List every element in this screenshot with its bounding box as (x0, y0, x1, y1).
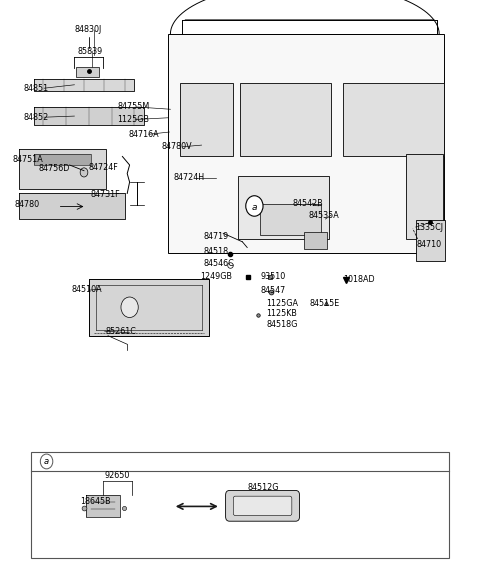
FancyBboxPatch shape (260, 204, 321, 235)
FancyBboxPatch shape (180, 83, 233, 156)
Polygon shape (19, 193, 125, 219)
FancyBboxPatch shape (31, 452, 449, 558)
Polygon shape (34, 79, 134, 91)
Text: 85839: 85839 (78, 47, 103, 56)
Circle shape (246, 196, 263, 216)
Text: 1125GA: 1125GA (266, 299, 299, 308)
Text: 93510: 93510 (261, 272, 286, 281)
Text: 84719: 84719 (204, 232, 229, 241)
Text: 84546C: 84546C (204, 259, 235, 268)
Circle shape (80, 168, 88, 177)
Polygon shape (34, 107, 144, 125)
Text: 84510A: 84510A (72, 284, 103, 294)
Circle shape (40, 454, 53, 469)
Text: 84724F: 84724F (89, 163, 119, 172)
Text: 1125GB: 1125GB (118, 115, 150, 124)
Text: 84535A: 84535A (309, 211, 339, 220)
Text: 84518: 84518 (204, 247, 229, 256)
Text: 84780: 84780 (14, 200, 39, 209)
FancyBboxPatch shape (304, 232, 327, 249)
Text: 84755M: 84755M (118, 102, 150, 112)
Text: 84710: 84710 (417, 240, 442, 249)
Text: 18645B: 18645B (80, 497, 110, 506)
FancyBboxPatch shape (343, 83, 444, 156)
Polygon shape (34, 154, 91, 165)
FancyBboxPatch shape (238, 176, 329, 239)
Text: a: a (252, 203, 257, 212)
Text: 84515E: 84515E (309, 299, 339, 308)
FancyBboxPatch shape (240, 83, 331, 156)
Text: 84518G: 84518G (266, 320, 298, 329)
Text: 84512G: 84512G (247, 483, 279, 492)
FancyBboxPatch shape (76, 67, 99, 77)
Text: 1249GB: 1249GB (201, 272, 233, 281)
Text: 84542B: 84542B (293, 199, 324, 208)
Text: 1018AD: 1018AD (343, 275, 375, 284)
Text: 1125KB: 1125KB (266, 309, 297, 318)
FancyBboxPatch shape (226, 490, 300, 521)
Text: 84852: 84852 (24, 113, 49, 122)
FancyBboxPatch shape (168, 34, 444, 253)
Polygon shape (86, 495, 120, 517)
Text: 84724H: 84724H (174, 173, 205, 182)
Text: 84751A: 84751A (13, 155, 44, 164)
Polygon shape (89, 279, 209, 336)
Text: 92650: 92650 (105, 471, 130, 480)
Text: 84547: 84547 (261, 286, 286, 295)
Text: 84731F: 84731F (90, 190, 120, 199)
FancyBboxPatch shape (416, 220, 445, 261)
Text: 84756D: 84756D (38, 164, 70, 174)
Text: 1335CJ: 1335CJ (415, 222, 443, 232)
Text: 84716A: 84716A (129, 130, 159, 139)
Text: 85261C: 85261C (106, 327, 136, 336)
Polygon shape (19, 149, 106, 189)
Circle shape (121, 297, 138, 318)
FancyBboxPatch shape (233, 496, 292, 516)
Text: 84851: 84851 (24, 84, 49, 93)
Text: 84780V: 84780V (162, 142, 192, 151)
FancyBboxPatch shape (406, 154, 443, 239)
Text: a: a (44, 457, 49, 466)
Text: 84830J: 84830J (74, 25, 102, 34)
